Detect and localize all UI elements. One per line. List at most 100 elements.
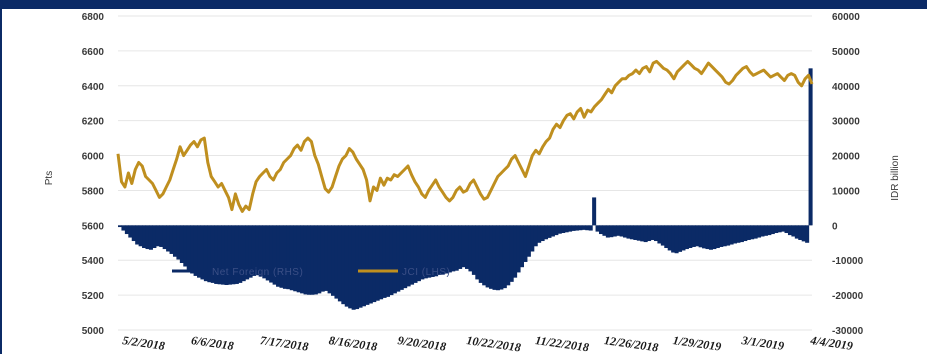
net-foreign-bar [437, 225, 442, 275]
net-foreign-bar [774, 225, 779, 234]
net-foreign-bar [726, 225, 731, 246]
net-foreign-bar [351, 225, 356, 310]
left-axis-ticks: 6800 6600 6400 6200 6000 5800 5600 5400 5200 5000 [82, 12, 105, 337]
net-foreign-bar [636, 225, 641, 241]
net-foreign-bar [489, 225, 494, 289]
net-foreign-bar [513, 225, 518, 278]
net-foreign-bar [808, 68, 813, 226]
net-foreign-bar [183, 225, 188, 267]
left-tick-label: 5000 [82, 326, 105, 337]
x-tick-label: 11/22/2018 [534, 333, 589, 354]
net-foreign-bar [664, 225, 669, 249]
left-tick-label: 5800 [82, 186, 105, 197]
net-foreign-bar [207, 225, 212, 283]
right-tick-label: 0 [832, 221, 838, 232]
net-foreign-bar [623, 225, 628, 238]
net-foreign-bar [695, 225, 700, 247]
net-foreign-bar [131, 225, 136, 242]
net-foreign-bar [702, 225, 707, 249]
net-foreign-bar [674, 225, 679, 254]
net-foreign-bar [650, 225, 655, 240]
net-foreign-bar [324, 225, 329, 291]
net-foreign-bar [379, 225, 384, 300]
net-foreign-bar [303, 225, 308, 295]
net-foreign-bar [251, 225, 257, 276]
net-foreign-bar [777, 225, 782, 233]
net-foreign-bar [447, 225, 452, 273]
net-foreign-bar [540, 225, 545, 242]
net-foreign-bar [214, 225, 219, 284]
net-foreign-bar [389, 225, 394, 296]
right-tick-label: 30000 [832, 117, 860, 128]
net-foreign-bar [238, 225, 243, 283]
right-tick-label: 60000 [832, 12, 860, 23]
net-foreign-bar [523, 225, 528, 262]
net-foreign-bar [434, 225, 439, 277]
net-foreign-bar [739, 225, 744, 243]
net-foreign-bar [124, 225, 129, 235]
net-foreign-bar [736, 225, 741, 243]
net-foreign-bar [485, 225, 490, 288]
net-foreign-bar [660, 225, 665, 246]
net-foreign-bar [753, 225, 758, 239]
net-foreign-bar [516, 225, 521, 273]
net-foreign-bar [499, 225, 504, 290]
left-tick-label: 6200 [82, 117, 105, 128]
net-foreign-bar [193, 225, 198, 276]
net-foreign-bar [245, 225, 250, 280]
net-foreign-bar [708, 225, 713, 250]
net-foreign-bar [430, 225, 435, 277]
net-foreign-bar [691, 225, 696, 247]
net-foreign-bar [647, 225, 652, 242]
net-foreign-bar [805, 225, 810, 243]
net-foreign-bar [331, 225, 336, 296]
net-foreign-bar [554, 225, 559, 236]
net-foreign-bar [506, 225, 511, 286]
net-foreign-bar [526, 225, 531, 257]
net-foreign-bar [224, 225, 229, 285]
legend: Net Foreign (RHS) JCI (LHS) [172, 267, 450, 278]
net-foreign-bar [458, 225, 463, 269]
net-foreign-bar [698, 225, 703, 248]
net-foreign-bar [279, 225, 284, 288]
net-foreign-bar [681, 225, 686, 251]
net-foreign-bar [255, 225, 260, 276]
left-tick-label: 5200 [82, 291, 105, 302]
x-tick-label: 1/29/2019 [672, 333, 722, 354]
net-foreign-bar [492, 225, 497, 290]
left-tick-label: 6600 [82, 47, 105, 58]
left-tick-label: 5400 [82, 256, 105, 267]
net-foreign-bar [317, 225, 322, 294]
net-foreign-bar [495, 225, 500, 291]
net-foreign-bar [602, 225, 607, 236]
net-foreign-bar [605, 225, 610, 238]
net-foreign-bar [743, 225, 748, 242]
net-foreign-bar [794, 225, 799, 239]
net-foreign-bar [282, 225, 287, 289]
net-foreign-bar [671, 225, 676, 253]
net-foreign-bar [399, 225, 404, 290]
right-tick-label: -20000 [832, 291, 864, 302]
net-foreign-bar [162, 225, 167, 250]
net-foreign-bar [227, 225, 232, 285]
net-foreign-bar [722, 225, 727, 247]
net-foreign-bar [186, 225, 191, 270]
net-foreign-bar [550, 225, 555, 237]
net-foreign-bar [619, 225, 624, 237]
x-tick-label: 10/22/2018 [466, 333, 522, 354]
left-border [0, 9, 2, 354]
net-foreign-bar [502, 225, 507, 289]
x-tick-label: 12/26/2018 [603, 333, 659, 354]
net-foreign-bar [248, 225, 253, 278]
net-foreign-bar [715, 225, 720, 249]
net-foreign-bar [561, 225, 566, 234]
net-foreign-bar [537, 225, 542, 243]
x-tick-label: 6/6/2018 [190, 333, 234, 353]
net-foreign-bar [410, 225, 415, 285]
net-foreign-bar [585, 225, 590, 231]
net-foreign-bar [626, 225, 631, 239]
net-foreign-bar [482, 225, 487, 286]
net-foreign-bar [382, 225, 387, 298]
net-foreign-bar [732, 225, 738, 244]
net-foreign-bar [767, 225, 772, 236]
